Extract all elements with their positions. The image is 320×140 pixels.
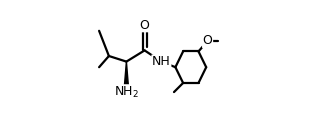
- Text: NH: NH: [152, 55, 171, 68]
- Text: O: O: [140, 19, 149, 32]
- Text: O: O: [203, 34, 212, 47]
- Text: NH$_2$: NH$_2$: [114, 85, 139, 100]
- Polygon shape: [124, 62, 129, 92]
